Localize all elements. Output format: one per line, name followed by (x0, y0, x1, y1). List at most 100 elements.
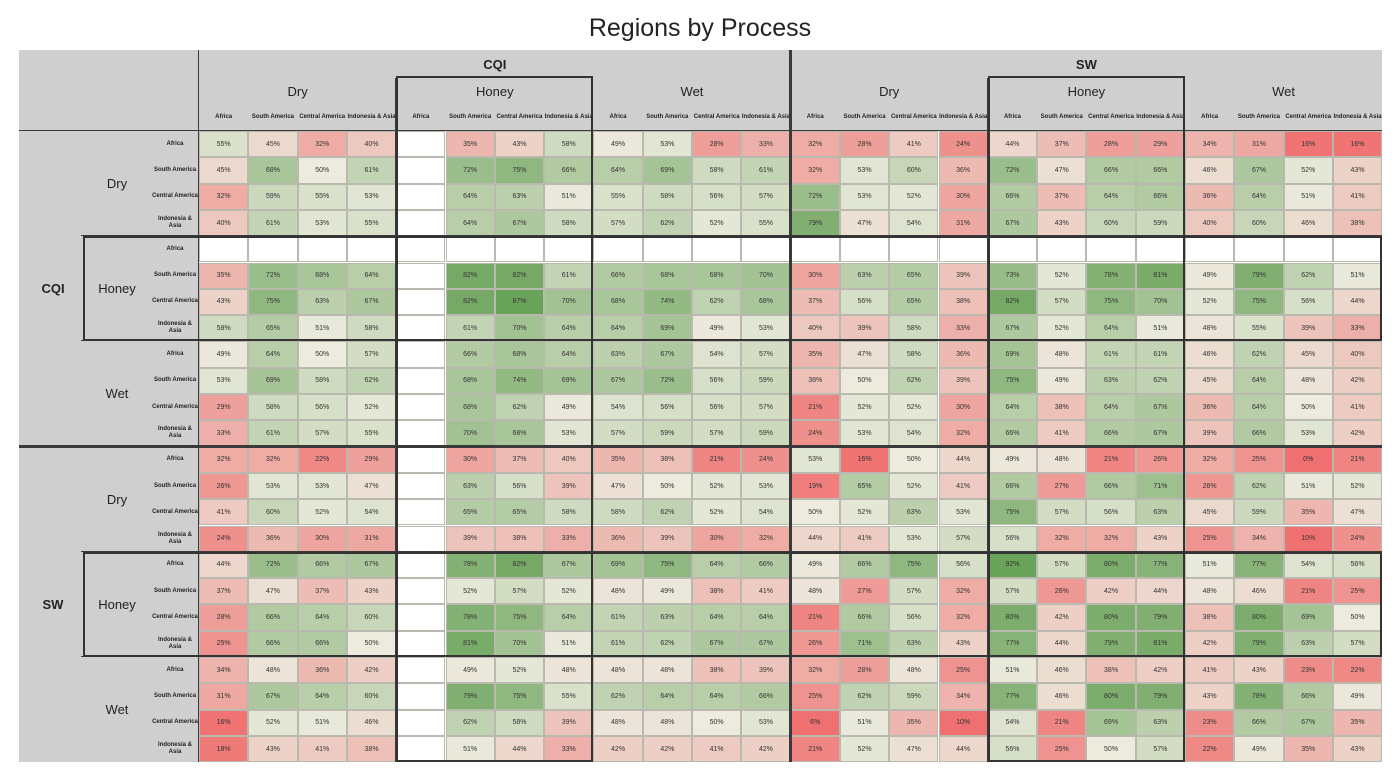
heatmap-cell: 42% (1086, 578, 1136, 605)
heatmap-cell: 47% (248, 578, 298, 605)
heatmap-cell: 44% (790, 525, 840, 552)
heatmap-cell (396, 499, 446, 526)
heatmap-cell: 30% (445, 446, 495, 473)
heatmap-cell: 50% (839, 367, 890, 394)
heatmap-cell: 47% (1037, 157, 1087, 184)
heatmap-cell: 62% (1135, 367, 1185, 394)
heatmap-cell: 33% (544, 735, 594, 763)
heatmap-cell: 37% (790, 288, 840, 316)
heatmap-cell: 62% (1234, 341, 1284, 368)
heatmap-cell (692, 236, 742, 263)
heatmap-cell: 64% (346, 262, 397, 289)
heatmap-cell: 50% (1283, 394, 1333, 421)
heatmap-cell: 30% (297, 525, 347, 552)
heatmap-cell: 16% (1283, 131, 1333, 158)
heatmap-cell: 30% (938, 394, 988, 421)
heatmap-cell: 32% (199, 446, 249, 473)
heatmap-cell: 63% (297, 288, 347, 316)
heatmap-cell: 64% (1086, 183, 1136, 210)
heatmap-cell: 35% (445, 131, 495, 158)
heatmap-cell: 25% (938, 657, 988, 684)
heatmap-cell: 57% (1135, 735, 1185, 763)
heatmap-cell: 42% (593, 735, 643, 763)
heatmap-cell: 82% (494, 551, 545, 579)
heatmap-cell: 28% (839, 131, 890, 158)
heatmap-cell: 46% (1037, 657, 1087, 684)
heatmap-cell: 62% (593, 683, 643, 710)
heatmap-cell: 92% (987, 551, 1038, 579)
heatmap-cell: 37% (494, 446, 545, 473)
heatmap-cell: 54% (889, 420, 939, 447)
heatmap-cell: 25% (790, 683, 840, 710)
heatmap-cell: 56% (494, 472, 545, 500)
heatmap-cell (396, 262, 446, 289)
heatmap-cell (396, 604, 446, 631)
column-region-label: Central America (297, 105, 347, 129)
heatmap-cell: 16% (1332, 131, 1383, 158)
heatmap-cell: 53% (741, 472, 791, 500)
heatmap-cell (346, 236, 397, 263)
heatmap-cell: 21% (790, 735, 840, 763)
heatmap-cell: 44% (494, 735, 545, 763)
heatmap-cell: 38% (1086, 657, 1136, 684)
heatmap-cell: 26% (199, 472, 249, 500)
heatmap-cell: 30% (938, 183, 988, 210)
heatmap-cell: 52% (1037, 262, 1087, 289)
heatmap-cell: 34% (199, 657, 249, 684)
row-system-label: SW (23, 446, 83, 763)
row-region-label: Africa (151, 131, 199, 158)
column-region-label: Africa (593, 105, 643, 129)
heatmap-cell: 68% (248, 157, 298, 184)
heatmap-cell: 32% (199, 183, 249, 210)
heatmap-cell: 70% (494, 630, 545, 657)
heatmap-cell: 52% (692, 209, 742, 237)
column-region-label: South America (839, 105, 890, 129)
heatmap-cell: 52% (692, 472, 742, 500)
heatmap-cell: 56% (1086, 499, 1136, 526)
heatmap-cell (396, 367, 446, 394)
heatmap-cell: 66% (987, 420, 1038, 447)
heatmap-cell: 65% (889, 288, 939, 316)
heatmap-cell: 64% (1086, 315, 1136, 342)
heatmap-cell: 49% (1037, 367, 1087, 394)
heatmap-cell: 43% (1037, 209, 1087, 237)
heatmap-cell: 75% (1086, 288, 1136, 316)
column-process-label: Honey (396, 80, 594, 102)
heatmap-cell: 59% (741, 420, 791, 447)
heatmap-cell: 80% (1086, 604, 1136, 631)
heatmap-cell: 43% (346, 578, 397, 605)
heatmap-cell: 75% (889, 551, 939, 579)
heatmap-cell: 79% (445, 683, 495, 710)
heatmap-cell: 38% (494, 525, 545, 552)
heatmap-cell: 64% (692, 551, 742, 579)
heatmap-cell: 66% (987, 472, 1038, 500)
heatmap-cell: 52% (494, 657, 545, 684)
heatmap-cell: 61% (741, 157, 791, 184)
heatmap-cell: 43% (938, 630, 988, 657)
heatmap-cell: 48% (1037, 341, 1087, 368)
heatmap-cell: 63% (839, 262, 890, 289)
heatmap-cell (297, 236, 347, 263)
heatmap-cell: 57% (1332, 630, 1383, 657)
heatmap-cell: 82% (445, 262, 495, 289)
heatmap-cell: 48% (1283, 367, 1333, 394)
heatmap-cell: 37% (297, 578, 347, 605)
heatmap-cell: 59% (642, 420, 692, 447)
heatmap-cell: 42% (1135, 657, 1185, 684)
heatmap-cell: 58% (692, 157, 742, 184)
column-process-label: Dry (790, 80, 988, 102)
heatmap-cell: 66% (1086, 157, 1136, 184)
heatmap-cell: 70% (741, 262, 791, 289)
heatmap-cell: 51% (839, 709, 890, 736)
heatmap-cell: 57% (741, 394, 791, 421)
heatmap-cell: 35% (1283, 499, 1333, 526)
heatmap-cell (396, 209, 446, 237)
heatmap-cell: 79% (1135, 683, 1185, 710)
heatmap-cell: 30% (692, 525, 742, 552)
heatmap-cell (396, 183, 446, 210)
heatmap-cell: 43% (494, 131, 545, 158)
heatmap-cell: 64% (1234, 394, 1284, 421)
column-region-label: Central America (1283, 105, 1333, 129)
heatmap-cell: 53% (248, 472, 298, 500)
heatmap-cell (396, 420, 446, 447)
